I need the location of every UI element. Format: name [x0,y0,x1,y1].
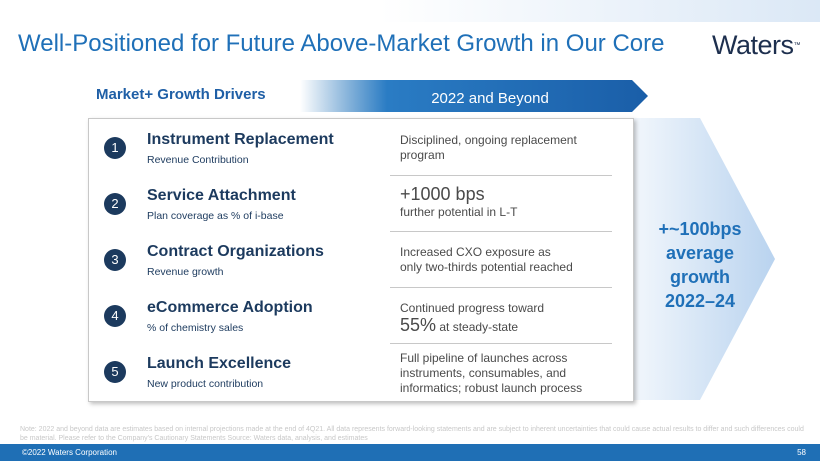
detail-text: informatics; robust launch process [400,381,583,395]
title: Well-Positioned for Future Above-Market … [18,30,665,57]
logo-mark: ™ [793,42,801,49]
detail-text: instruments, consumables, and [400,366,567,380]
row-separator [390,343,612,344]
detail-highlight: +1000 bps [400,184,485,204]
driver-name: Contract Organizations [147,243,324,260]
row-number: 2 [104,193,126,215]
detail-text: Full pipeline of launches across [400,351,568,365]
detail-line: instruments, consumables, and [400,366,582,381]
logo: Waters™ [712,30,800,61]
left-header: Market+ Growth Drivers [96,86,266,103]
detail-text: program [400,148,445,162]
detail-line: only two-thirds potential reached [400,260,573,275]
drivers-box [88,118,634,402]
callout-arrow [600,118,775,400]
driver-name: Service Attachment [147,187,296,204]
driver-name: eCommerce Adoption [147,299,313,316]
callout-line: 2022–24 [664,291,736,311]
detail-line: further potential in L-T [400,205,517,220]
driver-detail: Full pipeline of launches across instrume… [400,351,582,396]
driver-name: Instrument Replacement [147,131,334,148]
row-number: 4 [104,305,126,327]
driver-subtitle: Revenue growth [147,266,224,278]
detail-text: Disciplined, ongoing replacement [400,133,577,147]
detail-line: informatics; robust launch process [400,381,582,396]
detail-text: further potential in L-T [400,205,518,219]
right-header: 2022 and Beyond [431,90,549,107]
detail-text: at steady-state [439,320,519,334]
row-separator [390,175,612,176]
callout-line: average [665,243,735,263]
driver-subtitle: % of chemistry sales [147,322,244,334]
page-number: 58 [797,448,806,457]
driver-detail: Disciplined, ongoing replacement program [400,133,577,163]
row-number: 5 [104,361,126,383]
detail-line: 55% at steady-state [400,315,544,335]
detail-line: Full pipeline of launches across [400,351,582,366]
driver-detail: Increased CXO exposure as only two-thirds… [400,245,573,275]
driver-subtitle: Plan coverage as % of i-base [147,210,284,222]
detail-line: Continued progress toward [400,301,545,315]
driver-subtitle: New product contribution [147,378,264,390]
driver-name: Launch Excellence [147,355,292,372]
callout-line: +~100bps [658,219,742,239]
detail-line: program [400,148,577,163]
callout-line: growth [670,267,730,287]
header-arrow [300,80,648,112]
row-separator [390,231,612,232]
detail-text: Increased CXO exposure as [400,245,551,259]
driver-detail: Continued progress toward 55% at steady-s… [400,301,544,335]
copyright: ©2022 Waters Corporation [22,448,117,457]
detail-highlight: 55% [400,315,437,335]
footer-bar [0,444,820,461]
callout: +~100bps average growth 2022–24 [640,217,760,313]
row-number: 1 [104,137,126,159]
detail-line: Increased CXO exposure as [400,245,573,260]
driver-subtitle: Revenue Contribution [147,154,249,166]
driver-detail: +1000 bps further potential in L-T [400,184,517,220]
top-band [380,0,820,22]
row-number: 3 [104,249,126,271]
detail-text: only two-thirds potential reached [400,260,573,274]
logo-text: Waters [712,30,794,60]
detail-line: Disciplined, ongoing replacement [400,133,577,148]
row-separator [390,287,612,288]
note: Note: 2022 and beyond data are estimates… [20,426,804,442]
